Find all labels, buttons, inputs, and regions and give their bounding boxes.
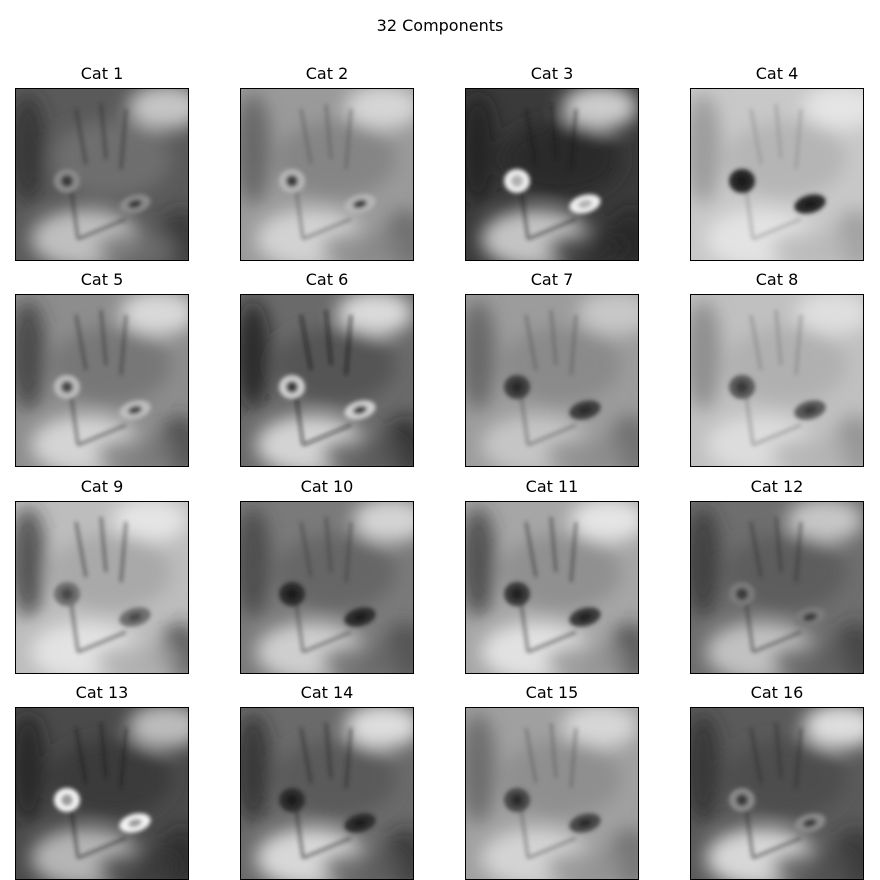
component-image bbox=[240, 88, 414, 261]
component-image bbox=[240, 501, 414, 674]
cat-face-image bbox=[16, 89, 188, 260]
cat-face-image bbox=[16, 708, 188, 879]
panel-title: Cat 12 bbox=[750, 477, 804, 496]
component-panel: Cat 14 bbox=[240, 683, 414, 880]
component-panel: Cat 15 bbox=[465, 683, 639, 880]
cat-face-image bbox=[16, 502, 188, 673]
panel-title: Cat 6 bbox=[305, 270, 349, 289]
panel-title: Cat 2 bbox=[305, 64, 349, 83]
panel-title: Cat 1 bbox=[80, 64, 124, 83]
cat-face-image bbox=[466, 708, 638, 879]
component-image bbox=[465, 294, 639, 467]
cat-face-image bbox=[691, 89, 863, 260]
component-image bbox=[15, 501, 189, 674]
component-panel: Cat 5 bbox=[15, 270, 189, 467]
figure-title: 32 Components bbox=[376, 16, 504, 35]
cat-face-image bbox=[241, 295, 413, 466]
panel-title: Cat 14 bbox=[300, 683, 354, 702]
cat-face-image bbox=[466, 295, 638, 466]
component-panel: Cat 11 bbox=[465, 477, 639, 674]
component-panel: Cat 7 bbox=[465, 270, 639, 467]
component-image bbox=[690, 88, 864, 261]
panel-title: Cat 8 bbox=[755, 270, 799, 289]
panel-title: Cat 11 bbox=[525, 477, 579, 496]
component-panel: Cat 8 bbox=[690, 270, 864, 467]
cat-face-image bbox=[241, 89, 413, 260]
panel-title: Cat 10 bbox=[300, 477, 354, 496]
component-panel: Cat 12 bbox=[690, 477, 864, 674]
component-panel: Cat 2 bbox=[240, 64, 414, 261]
component-image bbox=[690, 501, 864, 674]
cat-face-image bbox=[16, 295, 188, 466]
component-image bbox=[465, 501, 639, 674]
component-panel: Cat 3 bbox=[465, 64, 639, 261]
component-image bbox=[690, 294, 864, 467]
component-panel: Cat 16 bbox=[690, 683, 864, 880]
component-panel: Cat 1 bbox=[15, 64, 189, 261]
component-panel: Cat 13 bbox=[15, 683, 189, 880]
component-panel: Cat 9 bbox=[15, 477, 189, 674]
component-panel: Cat 6 bbox=[240, 270, 414, 467]
panel-title: Cat 9 bbox=[80, 477, 124, 496]
component-image bbox=[465, 88, 639, 261]
panel-title: Cat 4 bbox=[755, 64, 799, 83]
component-panel: Cat 4 bbox=[690, 64, 864, 261]
panel-title: Cat 5 bbox=[80, 270, 124, 289]
component-image bbox=[690, 707, 864, 880]
component-image bbox=[15, 88, 189, 261]
cat-face-image bbox=[691, 295, 863, 466]
panel-title: Cat 16 bbox=[750, 683, 804, 702]
panel-title: Cat 15 bbox=[525, 683, 579, 702]
panel-title: Cat 3 bbox=[530, 64, 574, 83]
cat-face-image bbox=[691, 502, 863, 673]
panel-title: Cat 13 bbox=[75, 683, 129, 702]
component-image bbox=[465, 707, 639, 880]
cat-face-image bbox=[691, 708, 863, 879]
component-image bbox=[240, 294, 414, 467]
panel-title: Cat 7 bbox=[530, 270, 574, 289]
cat-face-image bbox=[466, 89, 638, 260]
cat-face-image bbox=[241, 708, 413, 879]
component-image bbox=[15, 294, 189, 467]
component-panel: Cat 10 bbox=[240, 477, 414, 674]
cat-face-image bbox=[466, 502, 638, 673]
component-image bbox=[15, 707, 189, 880]
cat-face-image bbox=[241, 502, 413, 673]
component-image bbox=[240, 707, 414, 880]
